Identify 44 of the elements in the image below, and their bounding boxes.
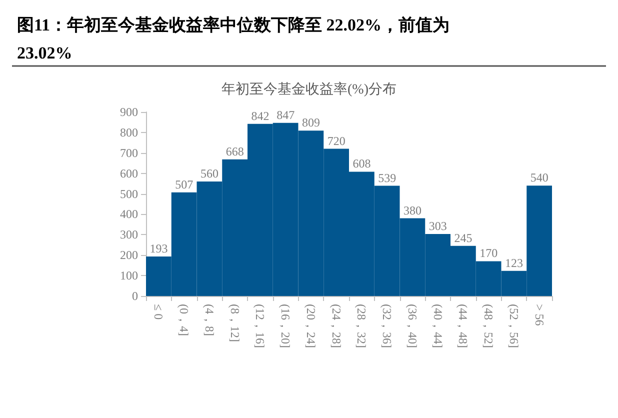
- data-label: 380: [403, 203, 422, 218]
- x-tick-label: (24，28]: [329, 304, 344, 348]
- y-tick-label: 100: [120, 268, 138, 283]
- x-tick-label: (52，56]: [506, 304, 521, 348]
- data-label: 847: [276, 108, 295, 122]
- x-tick-label: (40，44]: [430, 304, 445, 348]
- data-label: 303: [428, 219, 447, 234]
- data-label: 809: [302, 116, 320, 130]
- chart-title: 图11：年初至今基金收益率中位数下降至 22.02%，前值为 23.02%: [17, 16, 454, 62]
- data-label: 193: [150, 242, 168, 256]
- data-label: 507: [175, 177, 194, 192]
- x-tick-label: (12，16]: [253, 304, 268, 348]
- x-tick-label: (20，24]: [304, 304, 318, 348]
- data-label: 170: [480, 246, 498, 260]
- data-label: 123: [504, 256, 523, 270]
- x-tick-label: (32，36]: [380, 304, 394, 348]
- data-label: 720: [327, 134, 346, 148]
- x-tick-label: ≤ 0: [152, 304, 166, 320]
- data-label: 539: [378, 170, 396, 185]
- y-tick-label: 900: [120, 105, 138, 119]
- y-tick-label: 400: [120, 207, 138, 222]
- x-tick-label: (28，32]: [354, 304, 369, 348]
- x-tick-label: (16，20]: [278, 304, 293, 348]
- data-label: 668: [226, 144, 244, 158]
- y-tick-label: 0: [132, 289, 138, 303]
- y-tick-label: 500: [120, 186, 138, 201]
- x-tick-label: (4，8]: [202, 304, 216, 336]
- y-tick-label: 300: [120, 228, 138, 242]
- y-tick-label: 600: [120, 166, 138, 180]
- y-tick-label: 200: [120, 248, 138, 262]
- data-label: 842: [251, 108, 270, 123]
- x-tick-label: (36，40]: [405, 304, 420, 348]
- x-tick-label: > 56: [532, 304, 546, 326]
- y-tick-label: 700: [120, 146, 138, 160]
- x-tick-label: (8，12]: [228, 304, 242, 342]
- chart-subtitle: 年初至今基金收益率(%)分布: [222, 82, 396, 98]
- x-tick-label: (0，4]: [177, 304, 192, 336]
- x-tick-label: (44，48]: [456, 304, 470, 348]
- data-label: 560: [200, 166, 218, 181]
- data-label: 540: [530, 170, 548, 185]
- x-tick-label: (48，52]: [482, 304, 496, 348]
- data-label: 245: [454, 230, 472, 245]
- y-tick-label: 800: [120, 125, 138, 140]
- data-label: 608: [352, 156, 371, 171]
